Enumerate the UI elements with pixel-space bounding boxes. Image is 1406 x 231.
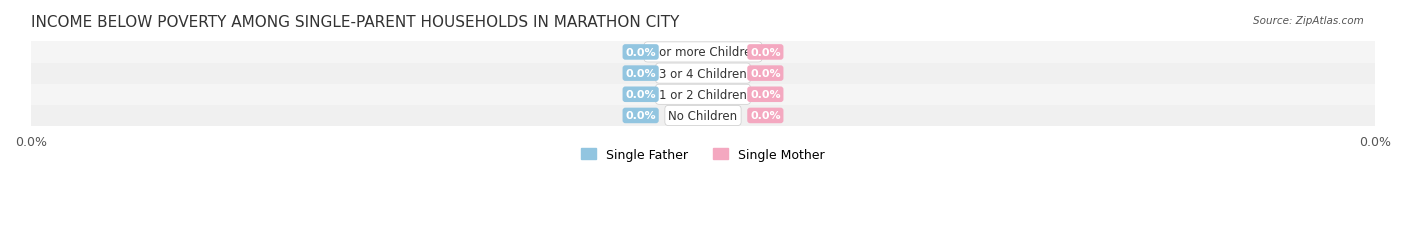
Text: 5 or more Children: 5 or more Children [648, 46, 758, 59]
Bar [31, 42, 1375, 63]
Text: 0.0%: 0.0% [626, 111, 657, 121]
Text: 0.0%: 0.0% [749, 90, 780, 100]
Bar [31, 63, 1375, 84]
Text: 0.0%: 0.0% [749, 48, 780, 58]
Text: No Children: No Children [668, 109, 738, 122]
Text: 0.0%: 0.0% [749, 111, 780, 121]
Bar [31, 105, 1375, 127]
Text: Source: ZipAtlas.com: Source: ZipAtlas.com [1253, 16, 1364, 26]
Text: 1 or 2 Children: 1 or 2 Children [659, 88, 747, 101]
Text: 0.0%: 0.0% [626, 48, 657, 58]
Text: INCOME BELOW POVERTY AMONG SINGLE-PARENT HOUSEHOLDS IN MARATHON CITY: INCOME BELOW POVERTY AMONG SINGLE-PARENT… [31, 15, 679, 30]
Bar [31, 84, 1375, 105]
Text: 0.0%: 0.0% [626, 90, 657, 100]
Text: 0.0%: 0.0% [749, 69, 780, 79]
Text: 3 or 4 Children: 3 or 4 Children [659, 67, 747, 80]
Legend: Single Father, Single Mother: Single Father, Single Mother [576, 143, 830, 166]
Text: 0.0%: 0.0% [626, 69, 657, 79]
